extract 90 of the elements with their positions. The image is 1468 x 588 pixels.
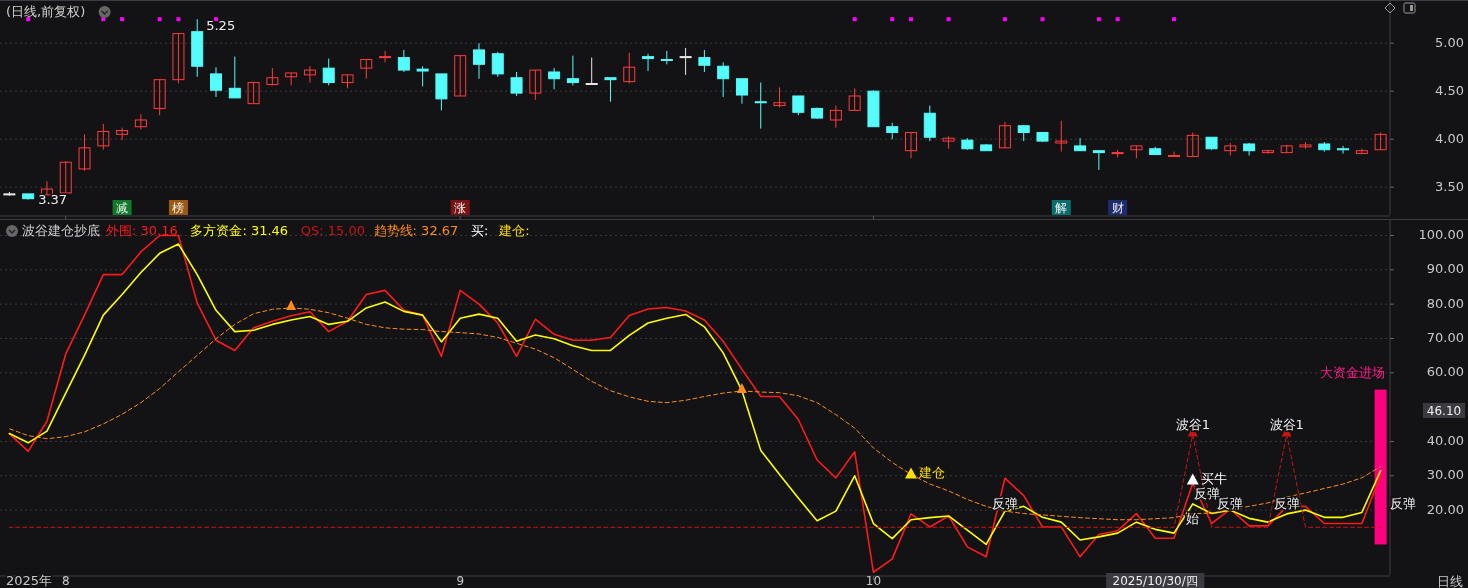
chart-title: 波谷建仓抄底	[22, 222, 100, 238]
candlestick	[905, 131, 918, 159]
candlestick	[566, 55, 579, 86]
series-label: 外围: 30.16	[106, 222, 178, 238]
candlestick	[642, 53, 655, 72]
x-tick-label: 10	[865, 574, 882, 588]
annotation: 2025/10/30/四	[1112, 573, 1198, 588]
candlestick	[116, 127, 129, 141]
candlestick	[1074, 137, 1087, 152]
text: QS: 15.00	[300, 222, 366, 238]
x-tick-label: 9	[456, 574, 465, 588]
candlestick	[529, 69, 542, 101]
candlestick	[1092, 150, 1105, 171]
annotation: 波谷1	[1269, 416, 1304, 432]
candlestick	[322, 58, 335, 86]
annotation: 反弹	[1389, 495, 1416, 511]
candlestick	[59, 160, 72, 194]
y-tick-label: 40.00	[1426, 432, 1464, 448]
text: 建仓:	[498, 222, 530, 238]
candlestick	[1374, 131, 1387, 151]
candlestick	[548, 67, 561, 90]
candlestick	[998, 121, 1011, 149]
annotation: 榜	[172, 200, 185, 215]
candlestick	[1167, 151, 1180, 157]
annotation: 解	[1055, 200, 1068, 215]
candlestick	[623, 52, 636, 84]
candlestick	[604, 77, 617, 103]
y-tick-label: 60.00	[1426, 364, 1464, 380]
candlestick	[679, 47, 692, 76]
text: 趋势线: 32.67	[373, 222, 459, 238]
text: 日线	[1437, 573, 1463, 588]
candlestick	[97, 123, 110, 151]
candlestick	[1337, 145, 1350, 155]
data-label: 买牛	[1200, 471, 1227, 487]
data-label: 建仓	[918, 464, 946, 480]
candlestick	[228, 56, 241, 99]
candlestick	[285, 72, 298, 86]
text: 买:	[471, 222, 489, 238]
candlestick	[848, 87, 861, 111]
annotation: 始	[1186, 510, 1200, 526]
annotation: 5.25	[206, 17, 236, 33]
y-tick-label: 4.50	[1435, 82, 1464, 98]
annotation: 3.37	[38, 191, 68, 207]
y-tick-label: 30.00	[1426, 467, 1464, 483]
candlestick	[153, 79, 166, 116]
candlestick	[134, 113, 147, 131]
candlestick	[792, 95, 805, 116]
candlestick	[923, 105, 936, 142]
text: 46.10	[1426, 403, 1462, 418]
annotation: 波谷1	[1175, 416, 1210, 432]
candlestick	[1186, 131, 1199, 157]
candlestick	[247, 81, 260, 105]
candlestick	[698, 49, 711, 73]
annotation: 大资金进场	[1319, 364, 1385, 380]
annotation: 涨	[454, 200, 467, 215]
candlestick	[210, 66, 223, 98]
candlestick	[735, 78, 748, 105]
candlestick	[510, 71, 523, 97]
candlestick	[416, 65, 429, 87]
candlestick	[491, 51, 504, 78]
annotation: 减	[116, 200, 129, 215]
y-tick-label: 80.00	[1426, 295, 1464, 311]
y-tick-label: 100.00	[1418, 226, 1464, 242]
candlestick	[829, 105, 842, 129]
candlestick	[40, 180, 53, 196]
candlestick	[360, 59, 373, 80]
annotation: 财	[1111, 200, 1124, 215]
annotation: 2025年	[6, 572, 53, 588]
y-tick-label: 90.00	[1426, 261, 1464, 277]
y-tick-label: 3.50	[1435, 178, 1464, 194]
candlestick	[472, 42, 485, 80]
candlestick	[379, 50, 392, 63]
candlestick	[397, 49, 410, 73]
candlestick	[773, 86, 786, 108]
y-tick-label: 20.00	[1426, 501, 1464, 517]
candlestick	[754, 82, 767, 130]
series-label: 多方资金: 31.46	[190, 222, 289, 238]
x-tick-label: 8	[61, 574, 70, 588]
y-tick-label: 4.00	[1435, 130, 1464, 146]
candlestick	[1055, 120, 1068, 153]
candlestick	[172, 33, 185, 84]
y-tick-label: 5.00	[1435, 34, 1464, 50]
y-tick-label: 70.00	[1426, 329, 1464, 345]
candlestick	[78, 133, 91, 172]
candlestick	[1261, 149, 1274, 155]
candlestick	[585, 57, 598, 85]
candlestick	[454, 55, 467, 97]
chart-title: (日线,前复权)	[6, 3, 86, 19]
candlestick	[303, 65, 316, 84]
candlestick	[717, 61, 730, 98]
